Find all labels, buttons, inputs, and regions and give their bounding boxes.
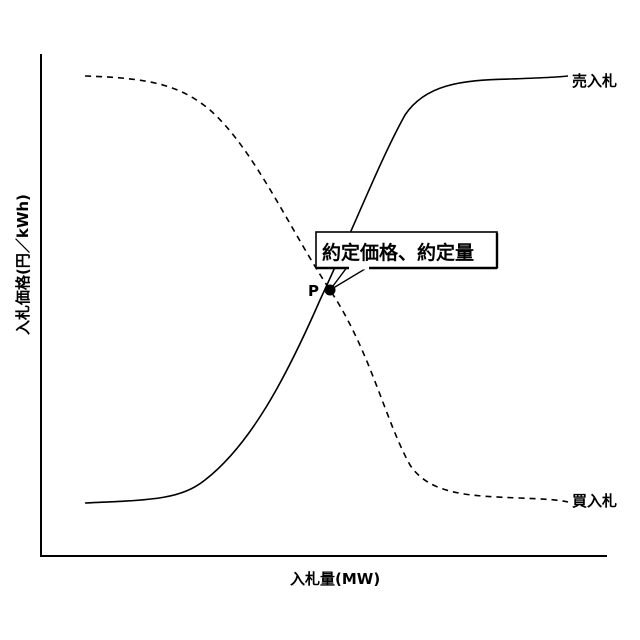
- buy-bid-label: 買入札: [572, 490, 617, 511]
- y-axis-label: 入札価格(円／kWh): [12, 194, 33, 335]
- x-axis-label: 入札量(MW): [290, 568, 380, 589]
- sell-bid-label: 売入札: [572, 70, 617, 91]
- equilibrium-point: [325, 285, 336, 296]
- point-label: P: [308, 282, 319, 300]
- callout-text: 約定価格、約定量: [322, 238, 474, 265]
- callout-pointer: [330, 266, 370, 290]
